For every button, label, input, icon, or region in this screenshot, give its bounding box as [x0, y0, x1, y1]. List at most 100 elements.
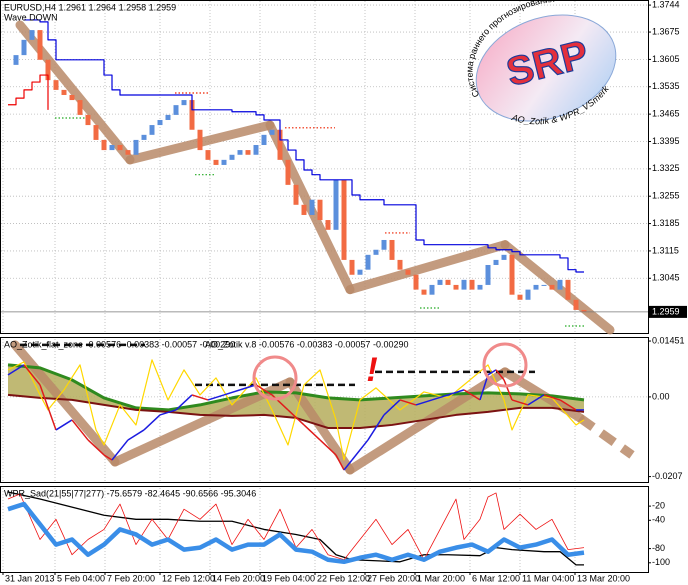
candle [349, 259, 355, 275]
indicator-segment [39, 384, 57, 431]
indicator-segment [271, 394, 289, 411]
candle [317, 199, 323, 221]
indicator-segment [527, 394, 545, 406]
candle [269, 129, 275, 135]
indicator-segment [159, 409, 177, 416]
candle [181, 100, 187, 106]
indicator-line [7, 492, 585, 561]
y-tick-label: -40 [652, 515, 665, 525]
x-tick-label: 6 Mar 12:00 [472, 573, 520, 583]
candle [197, 129, 203, 151]
indicator-segment [335, 454, 345, 471]
candle [173, 105, 179, 115]
y-tick-label: 1.3325 [652, 163, 680, 173]
indicator-line [7, 359, 585, 461]
x-tick-label: 11 Mar 04:00 [522, 573, 574, 583]
candle [445, 279, 451, 285]
y-tick-label: 1.3675 [652, 26, 680, 36]
indicator-segment [431, 394, 449, 401]
indicator-segment [399, 399, 417, 406]
candle [341, 179, 347, 260]
y-tick-label: 1.3535 [652, 81, 680, 91]
candle [405, 269, 411, 275]
candle [189, 100, 195, 130]
x-tick-label: 22 Feb 12:00 [317, 573, 370, 583]
wpr-pane-frame [0, 486, 649, 573]
candle [125, 150, 131, 155]
indicator-segment [367, 414, 385, 441]
candle [133, 139, 139, 155]
indicator-line [7, 363, 585, 412]
y-tick-label: 1.3744 [652, 0, 680, 9]
chart-title: EURUSD,H4 1.2961 1.2964 1.2958 1.2959 [4, 2, 176, 12]
candle [245, 150, 251, 155]
candle [237, 150, 243, 155]
indicator-segment [559, 399, 577, 411]
indicator-segment [191, 394, 209, 401]
indicator-segment [319, 439, 337, 456]
candle [205, 150, 211, 160]
indicator-segment [71, 419, 89, 441]
candle [373, 249, 379, 255]
candle [549, 284, 555, 290]
candle [557, 279, 563, 290]
candle [397, 259, 403, 270]
y-tick-label: -20 [652, 501, 665, 511]
logo-ellipse [475, 14, 617, 122]
indicator-segment [495, 369, 505, 381]
candle [461, 279, 467, 290]
candle [389, 239, 395, 260]
indicator-line [24, 19, 584, 273]
indicator-segment [7, 364, 25, 376]
y-tick-label: 0.00 [652, 391, 670, 401]
wave-line [10, 340, 120, 467]
x-tick-label: 19 Feb 04:00 [262, 573, 315, 583]
y-tick-label: 1.3185 [652, 218, 680, 228]
candle [109, 145, 115, 151]
candle [85, 114, 91, 126]
y-tick-label: 1.3465 [652, 109, 680, 119]
x-tick-label: 7 Feb 20:00 [107, 573, 155, 583]
x-tick-label: 14 Feb 20:00 [212, 573, 265, 583]
candle [117, 145, 123, 151]
indicator-segment [487, 369, 497, 376]
candle [453, 284, 459, 290]
candle [525, 289, 531, 300]
y-tick-label: 1.3255 [652, 191, 680, 201]
y-tick-label: 1.3395 [652, 136, 680, 146]
indicator-segment [383, 399, 401, 416]
wave-line [345, 367, 510, 475]
candle [61, 89, 67, 95]
indicator-segment [223, 389, 241, 396]
candle [157, 119, 163, 126]
indicator-segment [87, 439, 105, 456]
indicator-segment [543, 394, 561, 401]
indicator-segment [103, 454, 113, 461]
x-tick-label: 1 Mar 20:00 [417, 573, 465, 583]
indicator-segment [175, 394, 193, 411]
indicator-segment [239, 384, 257, 391]
current-price-label: 1.2959 [652, 306, 680, 316]
highlight-circle [252, 355, 298, 401]
wave-line [345, 240, 510, 295]
candle [165, 114, 171, 120]
candle [293, 184, 299, 205]
y-tick-label: -80 [652, 543, 665, 553]
candle [101, 139, 107, 151]
indicator-segment [255, 384, 273, 396]
current-price-box [649, 305, 687, 318]
pane-title: AO_Zotik v.8 -0.00576 -0.00383 -0.00057 … [205, 339, 408, 349]
candle [413, 274, 419, 290]
x-tick-label: 27 Feb 20:00 [367, 573, 420, 583]
candle [357, 269, 363, 275]
candle [333, 179, 339, 230]
candle [437, 279, 443, 285]
x-tick-label: 5 Feb 04:00 [57, 573, 105, 583]
candle [253, 145, 259, 155]
candle [541, 284, 547, 286]
annotation: ! [366, 351, 377, 389]
candle [285, 159, 291, 185]
candle [229, 154, 235, 160]
candle [573, 299, 579, 310]
